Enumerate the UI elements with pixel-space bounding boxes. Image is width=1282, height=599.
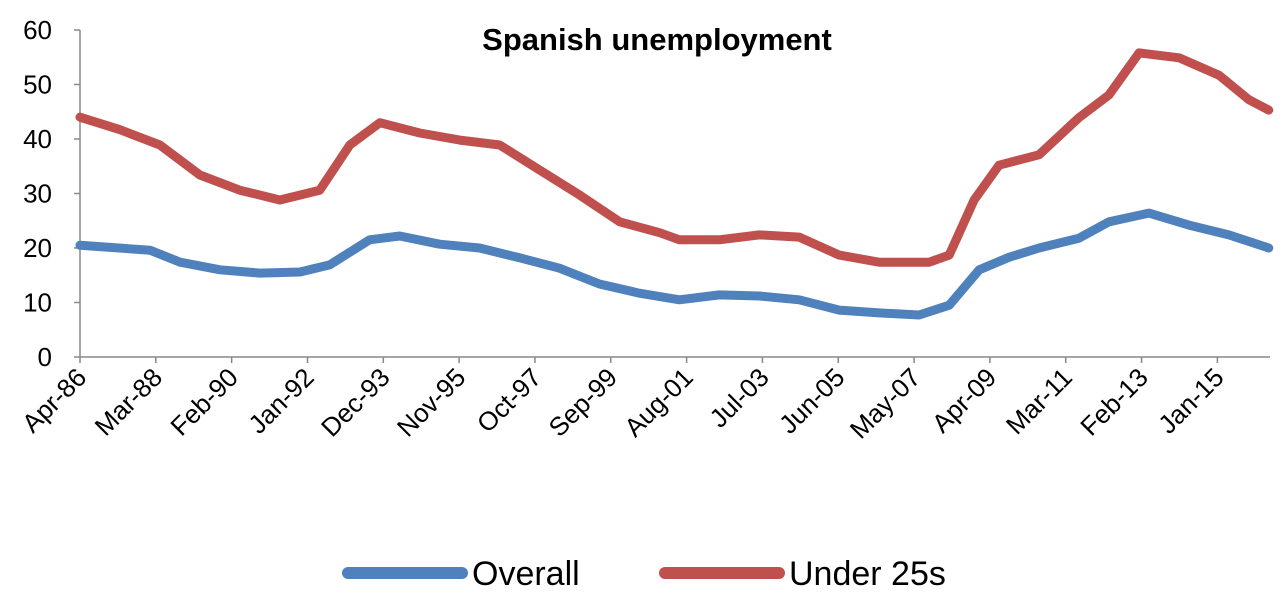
y-tick-labels: 0 10 20 30 40 50 60 <box>23 15 52 372</box>
x-tick-label: Sep-99 <box>543 362 623 442</box>
x-tick-label: Oct-97 <box>471 362 547 438</box>
x-tick-label: Aug-01 <box>618 362 698 442</box>
legend-label-under-25s: Under 25s <box>789 555 946 593</box>
series-line-overall <box>75 208 1274 320</box>
series-line-under-25s <box>75 48 1274 267</box>
y-tick-label: 30 <box>23 179 52 209</box>
chart-title: Spanish unemployment <box>482 22 832 57</box>
x-tick-label: Mar-88 <box>89 362 168 441</box>
x-tick-label: Jan-15 <box>1152 362 1229 439</box>
x-tick-label: May-07 <box>844 362 927 445</box>
legend: Overall Under 25s <box>342 555 946 593</box>
x-tick-label: Dec-93 <box>315 362 395 442</box>
y-tick-label: 60 <box>23 15 52 45</box>
y-tick-label: 10 <box>23 288 52 318</box>
x-tick-label: Mar-11 <box>1000 362 1078 440</box>
x-tick-label: Apr-09 <box>926 362 1002 438</box>
x-tick-label: Feb-90 <box>164 362 243 441</box>
axes <box>74 29 1270 363</box>
x-tick-label: Feb-13 <box>1074 362 1153 441</box>
y-tick-label: 0 <box>38 342 52 372</box>
legend-label-overall: Overall <box>472 555 580 593</box>
x-tick-label: Nov-95 <box>391 362 471 442</box>
x-tick-label: Jun-05 <box>773 362 850 439</box>
y-tick-label: 40 <box>23 124 52 154</box>
x-tick-label: Jul-03 <box>703 362 774 433</box>
y-tick-label: 20 <box>23 233 52 263</box>
x-tick-label: Jan-92 <box>242 362 319 439</box>
y-tick-label: 50 <box>23 70 52 100</box>
x-tick-label: Apr-86 <box>16 362 92 438</box>
series-lines <box>75 48 1274 320</box>
